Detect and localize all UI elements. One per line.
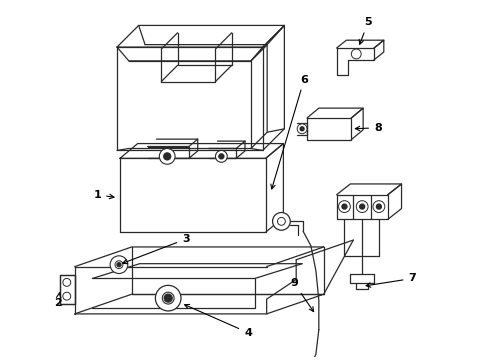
Circle shape [338,201,349,212]
Text: 9: 9 [290,278,313,311]
Circle shape [159,148,175,164]
Text: 4: 4 [184,305,251,338]
Circle shape [163,153,170,160]
Circle shape [162,292,174,304]
Text: 6: 6 [270,75,307,189]
Circle shape [356,201,367,212]
Circle shape [117,263,121,267]
Text: 3: 3 [122,234,189,264]
Circle shape [372,201,384,212]
Circle shape [341,204,346,209]
Circle shape [215,150,227,162]
Circle shape [110,256,127,274]
Circle shape [300,127,304,131]
Text: 7: 7 [366,274,415,287]
Circle shape [272,212,290,230]
Circle shape [63,278,71,286]
Circle shape [297,124,306,134]
Circle shape [164,294,172,302]
Circle shape [63,292,71,300]
Text: 2: 2 [54,292,61,308]
Circle shape [115,261,122,269]
Text: 8: 8 [355,123,381,133]
Circle shape [277,217,285,225]
Circle shape [350,49,361,59]
Circle shape [376,204,381,209]
Circle shape [219,154,224,159]
Text: 1: 1 [93,190,114,200]
Circle shape [359,204,364,209]
Text: 5: 5 [359,18,371,44]
Circle shape [155,285,181,311]
